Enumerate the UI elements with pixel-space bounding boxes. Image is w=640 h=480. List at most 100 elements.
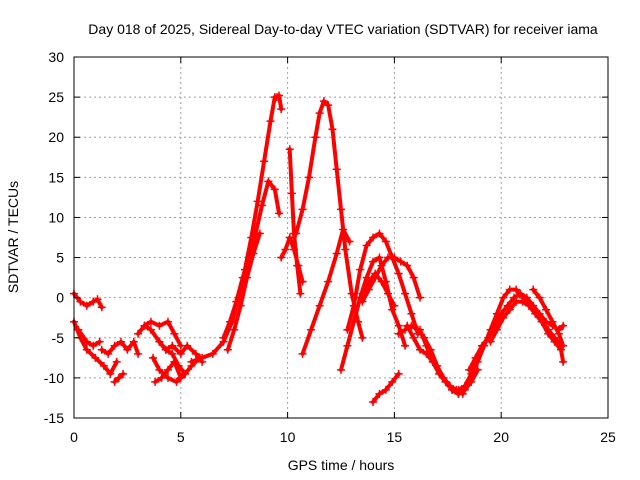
data-point (409, 333, 418, 342)
data-point (219, 333, 228, 342)
data-point (358, 297, 367, 306)
series-arc-17 (292, 97, 367, 342)
data-point (381, 385, 390, 394)
data-point (89, 297, 98, 306)
series-arc-07 (140, 317, 185, 350)
data-point (146, 317, 155, 326)
data-point (168, 341, 177, 350)
data-point (260, 157, 269, 166)
gridlines (74, 57, 608, 418)
data-point (116, 337, 125, 346)
data-point (471, 353, 480, 362)
data-point (243, 273, 252, 282)
data-point (343, 341, 352, 350)
data-point (358, 333, 367, 342)
data-point (319, 97, 328, 106)
data-point (176, 373, 185, 382)
data-point (559, 341, 568, 350)
data-point (163, 317, 172, 326)
x-tick-label: 20 (493, 429, 509, 445)
data-point (416, 345, 425, 354)
data-point (364, 277, 373, 286)
data-point (114, 373, 123, 382)
series-line (345, 231, 420, 336)
data-point (499, 313, 508, 322)
data-point (396, 257, 405, 266)
data-point (277, 253, 286, 262)
data-point (550, 337, 559, 346)
data-point (82, 337, 91, 346)
data-point (377, 277, 386, 286)
y-tick-label: 20 (48, 129, 64, 145)
x-tick-label: 5 (177, 429, 185, 445)
data-point (123, 345, 132, 354)
series-arc-20 (343, 229, 422, 338)
data-point (232, 297, 241, 306)
data-point (255, 229, 264, 238)
data-point (362, 273, 371, 282)
data-point (559, 321, 568, 330)
data-point (183, 341, 192, 350)
data-point (324, 277, 333, 286)
data-point (375, 389, 384, 398)
data-point (146, 325, 155, 334)
data-point (497, 309, 506, 318)
data-point (388, 377, 397, 386)
data-point (388, 305, 397, 314)
data-point (275, 91, 284, 100)
y-tick-label: 15 (48, 169, 64, 185)
data-point (298, 205, 307, 214)
data-point (208, 349, 217, 358)
y-axis-label: SDTVAR / TECUs (5, 181, 21, 293)
data-point (298, 349, 307, 358)
series-line (294, 99, 365, 340)
data-point (441, 377, 450, 386)
data-point (149, 353, 158, 362)
data-point (460, 381, 469, 390)
data-point (176, 349, 185, 358)
data-point (332, 249, 341, 258)
series-arc-21 (358, 253, 425, 306)
data-point (349, 301, 358, 310)
data-point (155, 321, 164, 330)
data-point (106, 369, 115, 378)
data-point (119, 369, 128, 378)
data-point (390, 301, 399, 310)
data-point (89, 341, 98, 350)
data-point (522, 293, 531, 302)
data-point (403, 261, 412, 270)
data-point (110, 377, 119, 386)
data-point (161, 345, 170, 354)
data-point (503, 301, 512, 310)
y-tick-label: -10 (44, 370, 64, 386)
data-point (529, 285, 538, 294)
data-point (257, 201, 266, 210)
data-point (369, 233, 378, 242)
data-point (465, 365, 474, 374)
data-point (394, 329, 403, 338)
series-line (467, 291, 566, 372)
data-point (187, 357, 196, 366)
series-line (99, 339, 141, 356)
data-point (390, 253, 399, 262)
data-point (343, 325, 352, 334)
data-point (155, 337, 164, 346)
series-arc-23 (369, 369, 403, 406)
series-arc-29 (486, 297, 568, 366)
series-arc-13 (223, 229, 264, 354)
data-point (170, 329, 179, 338)
data-point (104, 349, 113, 358)
data-point (292, 229, 301, 238)
data-point (422, 341, 431, 350)
data-point (112, 357, 121, 366)
data-point (337, 205, 345, 214)
data-point (369, 257, 378, 266)
series-arc-01 (70, 289, 106, 312)
y-tick-label: 5 (56, 250, 64, 266)
data-point (163, 365, 172, 374)
data-point (499, 293, 508, 302)
x-tick-label: 25 (600, 429, 616, 445)
data-point (155, 365, 164, 374)
data-point (428, 357, 437, 366)
